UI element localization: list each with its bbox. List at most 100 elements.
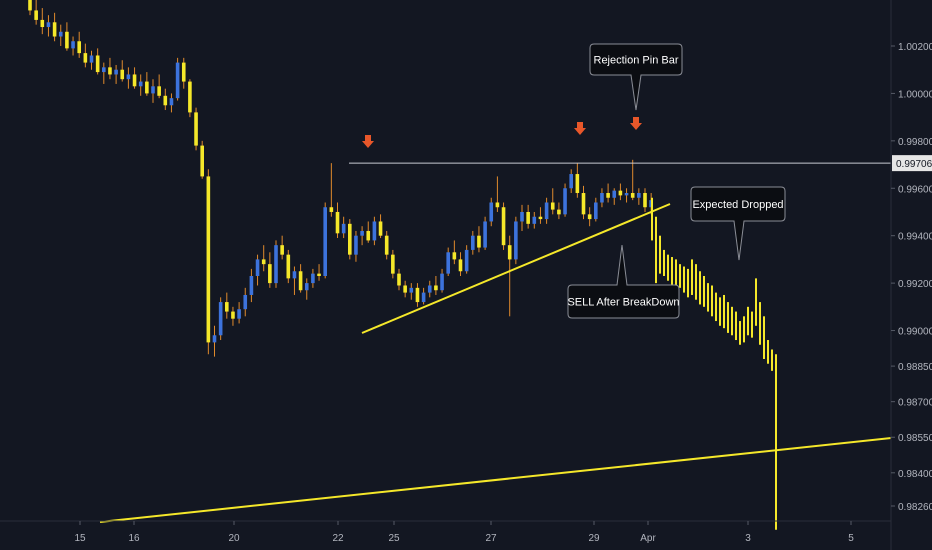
callouts-layer: Rejection Pin Bar Expected Dropped SELL Af… bbox=[567, 43, 786, 319]
candle-body bbox=[477, 235, 481, 248]
candle-body bbox=[489, 202, 494, 222]
candle-body bbox=[52, 22, 57, 37]
candle-body bbox=[360, 230, 364, 236]
candle-body bbox=[200, 145, 204, 177]
candle-body bbox=[594, 202, 598, 220]
candle-body bbox=[501, 207, 506, 246]
candle-body bbox=[188, 81, 192, 113]
candle-body bbox=[600, 193, 604, 203]
candle-body bbox=[145, 81, 149, 94]
time-tick-label: 16 bbox=[128, 533, 140, 544]
candle-body bbox=[403, 285, 407, 293]
candle-body bbox=[126, 74, 131, 80]
candle-body bbox=[255, 259, 260, 276]
candle-body bbox=[366, 230, 371, 241]
candle-body bbox=[157, 86, 161, 96]
time-tick-label: 5 bbox=[848, 533, 854, 544]
candle-body bbox=[138, 81, 143, 87]
resistance-price-tag bbox=[892, 155, 932, 172]
candle-body bbox=[65, 31, 69, 49]
candle-body bbox=[317, 273, 321, 276]
candle-body bbox=[102, 67, 106, 73]
candle-body bbox=[427, 285, 432, 293]
time-tick-label: 15 bbox=[74, 533, 86, 544]
price-tick-label: 0.99600 bbox=[898, 184, 932, 195]
candle-body bbox=[458, 259, 463, 272]
time-tick-label: 25 bbox=[388, 533, 400, 544]
candle-body bbox=[28, 0, 32, 11]
candle-body bbox=[108, 67, 112, 75]
callout-label: SELL After BreakDown bbox=[567, 297, 679, 309]
candle-body bbox=[71, 41, 75, 49]
candle-body bbox=[323, 207, 327, 276]
candle-body bbox=[495, 202, 500, 208]
candle-body bbox=[268, 264, 272, 284]
candle-body bbox=[206, 176, 211, 343]
candle-body bbox=[563, 188, 567, 215]
candle-body bbox=[581, 193, 586, 215]
candle-body bbox=[329, 207, 334, 212]
candle-body bbox=[397, 273, 401, 286]
candle-body bbox=[114, 69, 118, 75]
price-tick-label: 0.99800 bbox=[898, 137, 932, 148]
candle-body bbox=[304, 283, 309, 291]
candle-body bbox=[637, 193, 641, 198]
candle-body bbox=[274, 245, 278, 284]
callout-box bbox=[567, 244, 680, 319]
candle-body bbox=[446, 252, 450, 274]
candle-body bbox=[440, 273, 444, 291]
candle-body bbox=[384, 235, 389, 255]
callout-box bbox=[589, 43, 683, 111]
projection-layer bbox=[651, 197, 777, 530]
candle-body bbox=[132, 74, 137, 87]
candle-body bbox=[464, 249, 469, 272]
candle-body bbox=[557, 209, 561, 215]
down-arrow-icon bbox=[362, 135, 374, 148]
candle-body bbox=[526, 211, 530, 224]
price-tick-label: 1.00000 bbox=[898, 89, 932, 100]
candle-body bbox=[175, 62, 180, 99]
candle-body bbox=[335, 211, 340, 234]
candle-body bbox=[483, 221, 487, 248]
candle-body bbox=[212, 335, 217, 343]
callout-expected-dropped: Expected Dropped bbox=[690, 186, 786, 261]
rising-trendline bbox=[361, 203, 671, 334]
candle-body bbox=[77, 41, 81, 54]
price-tick-label: 0.99000 bbox=[898, 327, 932, 338]
candle-body bbox=[341, 223, 346, 234]
candle-body bbox=[231, 311, 235, 319]
candle-body bbox=[243, 294, 248, 310]
candle-body bbox=[538, 216, 543, 220]
callout-rejection-pin-bar: Rejection Pin Bar bbox=[589, 43, 683, 111]
candle-body bbox=[434, 285, 438, 291]
candle-body bbox=[378, 221, 383, 236]
candle-body bbox=[40, 19, 45, 28]
time-tick-label: Apr bbox=[640, 533, 656, 544]
candle-body bbox=[58, 31, 63, 37]
candle-body bbox=[630, 193, 635, 198]
candle-body bbox=[286, 254, 291, 279]
down-arrow-icon bbox=[574, 122, 586, 135]
candle-body bbox=[618, 190, 623, 196]
candle-body bbox=[348, 223, 352, 255]
candle-body bbox=[409, 287, 414, 293]
down-arrow-icon bbox=[630, 117, 642, 130]
price-tick-label: 0.99400 bbox=[898, 232, 932, 243]
time-axis[interactable]: 15 16 20 22 25 27 29 Apr 3 5 bbox=[74, 521, 854, 544]
candle-body bbox=[421, 292, 426, 303]
candle-body bbox=[544, 202, 549, 220]
candle-body bbox=[249, 276, 254, 295]
price-axis[interactable]: 1.00200 1.00000 0.99800 0.99600 0.99400 0.992… bbox=[891, 42, 932, 513]
resistance-price-label: 0.99706 bbox=[896, 159, 932, 170]
candle-body bbox=[280, 245, 284, 255]
price-tick-label: 0.98550 bbox=[898, 433, 932, 444]
callout-box bbox=[690, 186, 786, 261]
candle-body bbox=[507, 245, 512, 260]
candle-body bbox=[452, 252, 457, 260]
candle-body bbox=[83, 53, 88, 63]
price-tick-label: 0.99200 bbox=[898, 279, 932, 290]
callout-sell-after-breakdown: SELL After BreakDown bbox=[567, 244, 680, 319]
long-trendline bbox=[99, 437, 892, 523]
candle-body bbox=[225, 302, 229, 312]
